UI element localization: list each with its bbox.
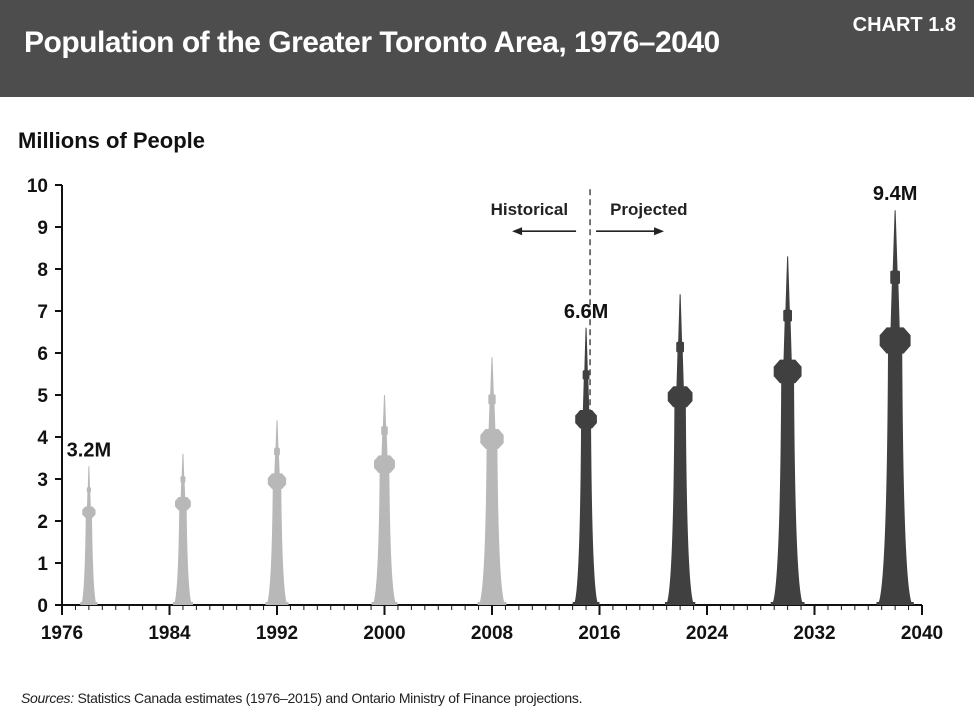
x-tick-label: 1984: [148, 623, 191, 644]
tower-antenna: [181, 453, 185, 480]
tower-shaft: [266, 481, 288, 605]
tower-bar: [172, 453, 193, 605]
tower-base: [572, 602, 600, 605]
tower-main-pod: [175, 496, 191, 511]
tower-base: [477, 602, 507, 605]
tower-main-pod: [480, 429, 504, 449]
y-tick-label: 3: [37, 470, 48, 491]
tower-main-pod: [82, 506, 96, 518]
tower-bar: [80, 466, 98, 605]
tower-antenna: [87, 466, 91, 490]
y-tick-label: 5: [37, 386, 48, 407]
x-tick-label: 1992: [256, 623, 298, 644]
tower-shaft: [173, 503, 192, 605]
x-tick-label: 2008: [471, 623, 513, 644]
tower-bar: [876, 210, 914, 605]
tower-bar: [265, 420, 289, 605]
y-tick-label: 1: [37, 554, 48, 575]
value-annotation: 3.2M: [67, 439, 111, 461]
y-axis-title: Millions of People: [18, 128, 206, 153]
x-tick-label: 2024: [686, 623, 729, 644]
tower-antenna: [382, 395, 387, 431]
tower-sky-pod: [582, 370, 590, 380]
y-tick-label: 4: [37, 428, 48, 449]
tower-sky-pod: [381, 426, 388, 436]
tower-main-pod: [879, 327, 911, 354]
chart-number: CHART 1.8: [852, 14, 956, 36]
historical-label: Historical: [491, 200, 568, 219]
value-annotation: 9.4M: [873, 183, 917, 205]
tower-main-pod: [773, 359, 802, 384]
tower-mast: [890, 277, 901, 341]
tower-sky-pod: [86, 487, 91, 493]
header-banner: Population of the Greater Toronto Area, …: [0, 0, 974, 97]
historical-arrow-head: [512, 227, 523, 236]
sources-text: Statistics Canada estimates (1976–2015) …: [77, 690, 583, 706]
tower-sky-pod: [676, 341, 685, 353]
tower-main-pod: [374, 455, 395, 474]
tower-shaft: [478, 438, 506, 605]
sources-label: Sources:: [21, 690, 74, 706]
tower-main-pod: [575, 410, 597, 429]
tower-base: [876, 602, 914, 605]
x-tick-label: 1976: [41, 623, 83, 644]
tower-antenna: [584, 327, 588, 375]
tower-bar: [770, 256, 805, 605]
tower-bar: [572, 327, 600, 605]
projected-label: Projected: [610, 200, 687, 219]
tower-bar: [664, 294, 696, 605]
tower-sky-pod: [274, 447, 280, 456]
tower-main-pod: [267, 473, 287, 489]
tower-main-pod: [667, 386, 693, 408]
tower-sky-pod: [488, 394, 496, 405]
projected-arrow-head: [654, 227, 665, 236]
tower-shaft: [771, 371, 804, 605]
sources-note: Sources: Statistics Canada estimates (19…: [21, 690, 583, 706]
tower-bar: [477, 357, 507, 605]
tower-shaft: [877, 340, 913, 605]
x-tick-label: 2000: [363, 623, 405, 644]
x-tick-label: 2040: [901, 623, 943, 644]
tower-sky-pod: [783, 309, 793, 322]
tower-shaft: [665, 396, 695, 605]
tower-antenna: [678, 294, 683, 348]
y-tick-label: 6: [37, 344, 48, 365]
tower-base: [371, 602, 398, 605]
tower-antenna: [785, 256, 791, 316]
chart-title: Population of the Greater Toronto Area, …: [24, 26, 720, 59]
tower-antenna: [489, 357, 495, 400]
tower-mast: [783, 315, 793, 372]
y-tick-label: 2: [37, 512, 48, 533]
y-tick-label: 9: [37, 218, 48, 239]
tower-sky-pod: [890, 270, 900, 284]
y-tick-label: 8: [37, 260, 48, 281]
tower-sky-pod: [180, 476, 186, 483]
y-tick-label: 0: [37, 596, 48, 617]
value-annotation: 6.6M: [564, 301, 608, 323]
tower-antenna: [275, 420, 279, 452]
tower-mast: [676, 347, 685, 397]
tower-base: [265, 602, 289, 605]
tower-shaft: [573, 419, 599, 605]
tower-base: [80, 602, 98, 605]
tower-antenna: [892, 210, 898, 278]
tower-base: [770, 602, 805, 605]
y-tick-label: 7: [37, 302, 48, 323]
tower-mast: [582, 374, 590, 420]
tower-base: [664, 602, 696, 605]
tower-bar: [371, 395, 398, 605]
x-tick-label: 2016: [578, 623, 620, 644]
tower-base: [172, 602, 193, 605]
tower-shaft: [372, 464, 397, 605]
tower-shaft: [81, 512, 97, 605]
x-tick-label: 2032: [793, 623, 835, 644]
y-tick-label: 10: [27, 176, 48, 197]
